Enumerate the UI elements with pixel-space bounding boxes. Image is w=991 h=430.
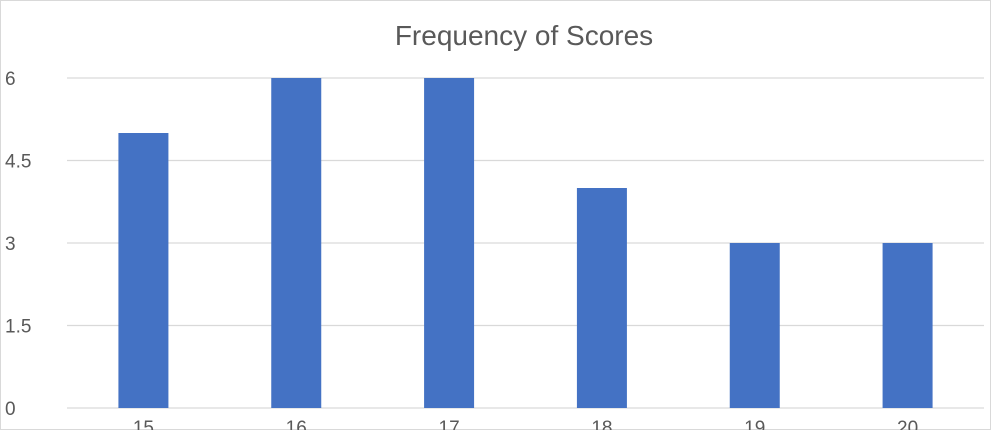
- bar-15: [118, 133, 169, 408]
- y-tick-label: 3: [5, 234, 16, 255]
- y-axis-tick-labels: 0 1.5 3 4.5 6: [5, 69, 31, 420]
- bar-16: [271, 78, 322, 408]
- x-tick-label: 18: [591, 418, 612, 430]
- x-tick-label: 15: [133, 418, 154, 430]
- x-axis-tick-labels: 15 16 17 18 19 20: [133, 418, 918, 430]
- y-tick-label: 1.5: [5, 317, 31, 338]
- bars: [118, 78, 933, 408]
- bar-17: [424, 78, 475, 408]
- y-tick-label: 0: [5, 399, 16, 420]
- bar-20: [882, 243, 933, 408]
- gridlines: [67, 77, 984, 409]
- bar-19: [729, 243, 780, 408]
- y-tick-label: 6: [5, 69, 16, 90]
- y-tick-label: 4.5: [5, 152, 31, 173]
- x-tick-label: 19: [744, 418, 765, 430]
- chart-title: Frequency of Scores: [395, 20, 653, 51]
- x-tick-label: 20: [897, 418, 918, 430]
- bar-18: [576, 188, 627, 408]
- x-tick-label: 17: [439, 418, 460, 430]
- x-tick-label: 16: [286, 418, 307, 430]
